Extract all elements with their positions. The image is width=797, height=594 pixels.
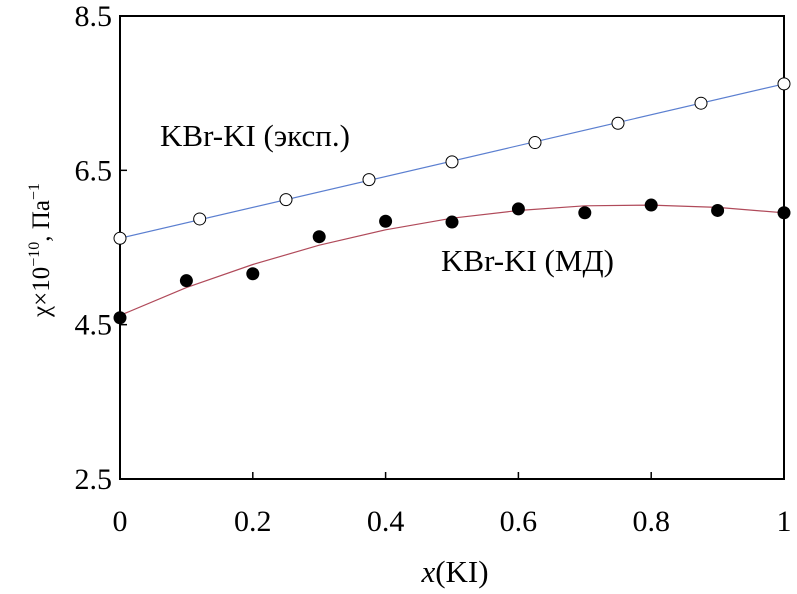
point-md xyxy=(445,215,459,229)
y-tick-label: 8.5 xyxy=(75,0,113,33)
point-md xyxy=(246,267,260,281)
point-md xyxy=(644,198,658,212)
plot-frame xyxy=(119,15,785,480)
point-md xyxy=(578,206,592,220)
point-exp xyxy=(777,77,791,91)
x-axis-label-var: x xyxy=(420,554,435,589)
x-tick-label: 0.8 xyxy=(632,505,670,538)
y-tick-label: 6.5 xyxy=(75,154,113,187)
y-axis-label-exp2: −1 xyxy=(26,183,43,200)
point-exp xyxy=(528,136,542,150)
data-points xyxy=(113,77,791,325)
point-exp xyxy=(362,173,376,187)
x-axis-label: x(KI) xyxy=(420,554,488,589)
x-axis-label-rest: (KI) xyxy=(435,554,488,589)
y-tick-label: 4.5 xyxy=(75,309,113,342)
series-label-md: KBr-KI (МД) xyxy=(441,243,614,278)
point-md xyxy=(179,274,193,288)
x-tick-label: 0.4 xyxy=(367,505,405,538)
y-axis-label: χ×10−10, Па−1 xyxy=(26,183,55,318)
point-exp xyxy=(193,212,207,226)
y-tick-label: 2.5 xyxy=(75,463,113,496)
x-tick-label: 0 xyxy=(113,505,128,538)
point-md xyxy=(113,311,127,325)
x-tick-label: 0.6 xyxy=(500,505,538,538)
point-exp xyxy=(113,231,127,245)
y-axis-label-mid: , Па xyxy=(28,200,55,242)
point-md xyxy=(777,206,791,220)
point-exp xyxy=(611,116,625,130)
series-label-exp: KBr-KI (эксп.) xyxy=(160,118,350,153)
point-md xyxy=(379,214,393,228)
y-axis-label-exp: −10 xyxy=(26,242,43,267)
axis-ticks: 0 0.2 0.4 0.6 0.8 1 2.5 4.5 6.5 8.5 xyxy=(75,0,792,538)
point-exp xyxy=(279,193,293,207)
point-exp xyxy=(694,96,708,110)
x-tick-label: 1 xyxy=(777,505,792,538)
x-tick-label: 0.2 xyxy=(234,505,272,538)
point-exp xyxy=(445,155,459,169)
point-md xyxy=(511,202,525,216)
point-md xyxy=(711,203,725,217)
point-md xyxy=(312,230,326,244)
y-axis-label-main: χ×10 xyxy=(28,267,55,318)
